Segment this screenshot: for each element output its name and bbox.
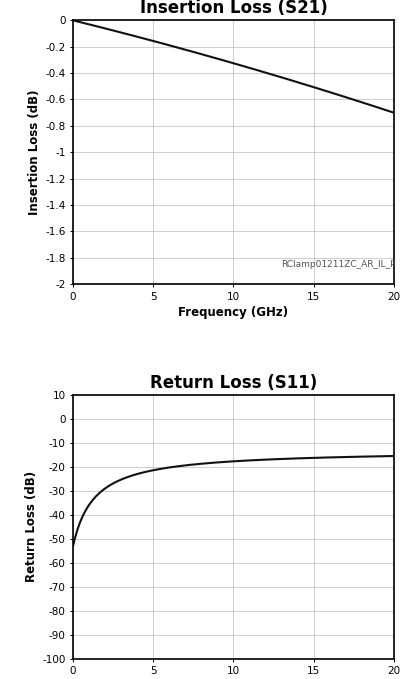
Text: RClamp01211ZC_AR_IL_P: RClamp01211ZC_AR_IL_P bbox=[281, 260, 395, 269]
X-axis label: Frequency (GHz): Frequency (GHz) bbox=[178, 306, 288, 319]
Y-axis label: Return Loss (dB): Return Loss (dB) bbox=[25, 471, 38, 583]
Y-axis label: Insertion Loss (dB): Insertion Loss (dB) bbox=[28, 90, 41, 215]
Title: Return Loss (S11): Return Loss (S11) bbox=[149, 374, 316, 392]
Title: Insertion Loss (S21): Insertion Loss (S21) bbox=[139, 0, 326, 18]
